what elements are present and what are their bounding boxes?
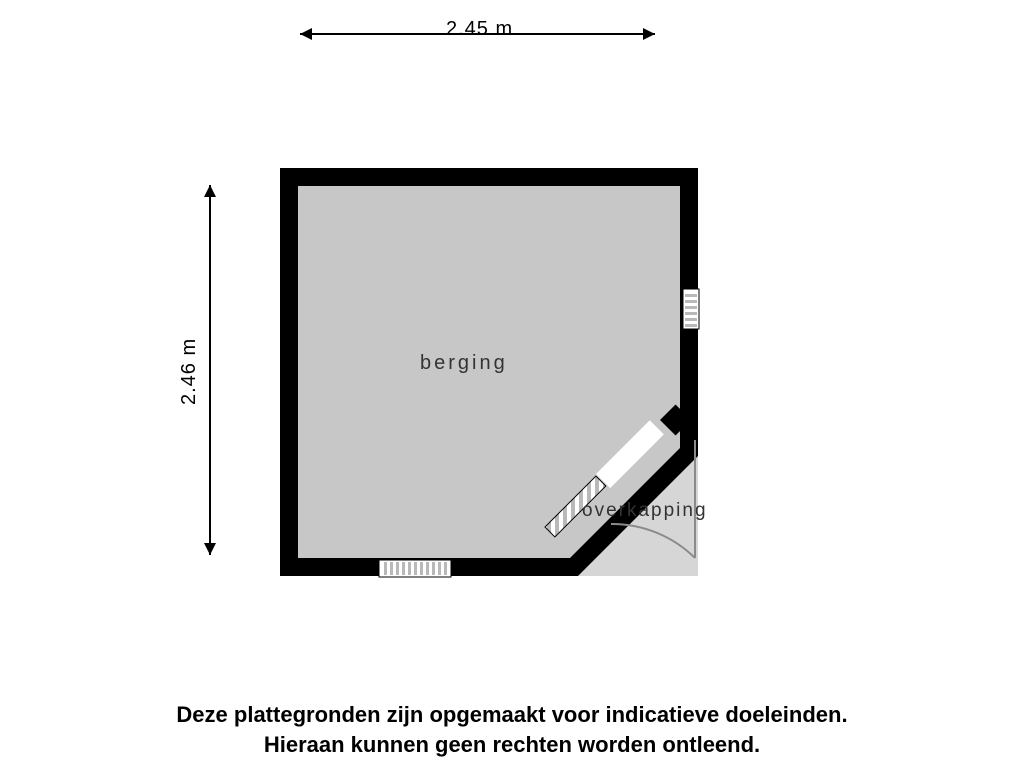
dimension-left-label: 2.46 m — [178, 338, 201, 405]
floorplan-canvas: 2.45 m 2.46 m berging overkapping Deze p… — [0, 0, 1024, 768]
dimension-left — [204, 185, 216, 555]
footer-line-2: Hieraan kunnen geen rechten worden ontle… — [0, 730, 1024, 760]
dimension-top-label: 2.45 m — [446, 18, 513, 41]
footer-line-1: Deze plattegronden zijn opgemaakt voor i… — [0, 700, 1024, 730]
window-bottom — [379, 560, 451, 577]
window-right — [683, 289, 699, 329]
footer-disclaimer: Deze plattegronden zijn opgemaakt voor i… — [0, 700, 1024, 759]
room-label-berging: berging — [420, 352, 508, 375]
room-label-overkapping: overkapping — [582, 500, 708, 522]
floorplan-svg — [0, 0, 1024, 768]
